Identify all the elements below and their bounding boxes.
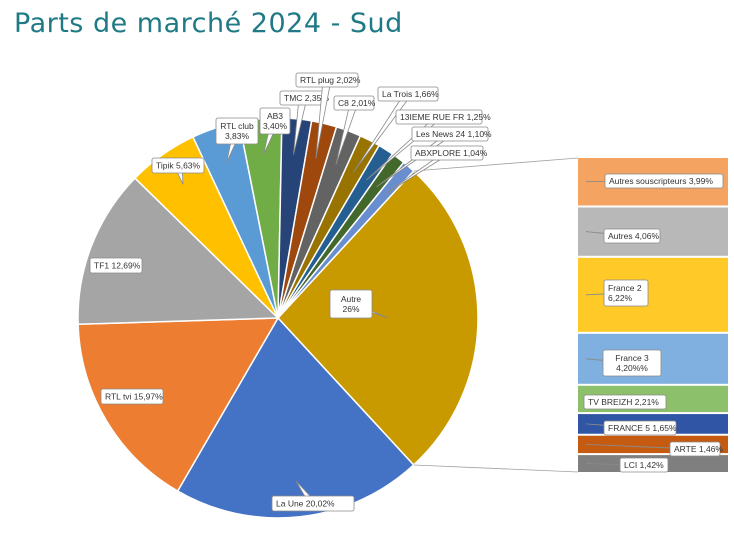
- svg-text:ABXPLORE 1,04%: ABXPLORE 1,04%: [415, 148, 488, 158]
- data-label-tf1: TF1 12,69%: [89, 257, 143, 274]
- svg-text:AB3: AB3: [267, 111, 283, 121]
- connector-line-bottom: [413, 464, 579, 473]
- chart-title: Parts de marché 2024 - Sud: [14, 8, 403, 39]
- breakdown-label-arte: ARTE 1,46%: [585, 441, 723, 457]
- data-label-tmc: TMC 2,35%: [279, 90, 329, 155]
- svg-text:LCI 1,42%: LCI 1,42%: [624, 460, 664, 470]
- svg-text:TF1 12,69%: TF1 12,69%: [94, 261, 141, 271]
- data-label-tipik: Tipik 5,63%: [151, 157, 205, 185]
- svg-text:TV BREIZH 2,21%: TV BREIZH 2,21%: [588, 397, 659, 407]
- pie-slice-tf1: [77, 177, 280, 326]
- svg-text:C8 2,01%: C8 2,01%: [338, 98, 376, 108]
- breakdown-label-lci: LCI 1,42%: [585, 457, 669, 473]
- breakdown-label-autres: Autres 4,06%: [585, 228, 661, 244]
- svg-text:Autres 4,06%: Autres 4,06%: [608, 231, 659, 241]
- svg-text:3,40%: 3,40%: [263, 121, 288, 131]
- svg-text:Autre: Autre: [341, 294, 362, 304]
- data-label-les-news-24: Les News 24 1,10%: [376, 126, 492, 188]
- svg-text:FRANCE 5 1,65%: FRANCE 5 1,65%: [608, 423, 677, 433]
- data-label-rtl-plug: RTL plug 2,02%: [295, 72, 361, 159]
- svg-text:La Trois 1,66%: La Trois 1,66%: [382, 89, 439, 99]
- breakdown-label-france-3: France 34,20%%: [585, 349, 662, 377]
- data-label-rtl-tvi: RTL tvi 15,97%: [100, 388, 164, 405]
- svg-text:4,20%%: 4,20%%: [616, 363, 648, 373]
- pie-slice-autre: [276, 169, 479, 467]
- breakdown-label-france-5: FRANCE 5 1,65%: [585, 420, 677, 436]
- data-label-abxplore: ABXPLORE 1,04%: [384, 145, 488, 195]
- svg-text:France 2: France 2: [608, 283, 642, 293]
- pie-slice-abxplore: [277, 161, 415, 319]
- svg-text:RTL club: RTL club: [220, 121, 254, 131]
- data-label-c8: C8 2,01%: [333, 95, 376, 165]
- breakdown-label-autres-souscripteurs: Autres souscripteurs 3,99%: [585, 173, 724, 189]
- data-label-la-une: La Une 20,02%: [271, 480, 355, 512]
- svg-text:ARTE 1,46%: ARTE 1,46%: [674, 444, 723, 454]
- svg-text:Autres souscripteurs 3,99%: Autres souscripteurs 3,99%: [609, 176, 713, 186]
- svg-text:TMC 2,35%: TMC 2,35%: [284, 93, 329, 103]
- breakdown-label-tv-breizh: TV BREIZH 2,21%: [583, 394, 667, 410]
- svg-text:3,83%: 3,83%: [225, 131, 250, 141]
- svg-text:26%: 26%: [342, 304, 359, 314]
- svg-text:Les News 24 1,10%: Les News 24 1,10%: [416, 129, 492, 139]
- svg-text:France 3: France 3: [615, 353, 649, 363]
- svg-text:La Une 20,02%: La Une 20,02%: [276, 499, 335, 509]
- svg-text:Tipik 5,63%: Tipik 5,63%: [156, 161, 201, 171]
- breakdown-label-france-2: France 26,22%: [585, 279, 649, 307]
- connector-line-top: [413, 157, 579, 172]
- svg-text:13IEME RUE FR 1,25%: 13IEME RUE FR 1,25%: [400, 112, 491, 122]
- pie-slice-la-une: [176, 316, 415, 519]
- pie-slice-rtl-tvi: [77, 317, 280, 493]
- data-label-13ieme-rue-fr: 13IEME RUE FR 1,25%: [366, 109, 491, 181]
- svg-text:RTL plug 2,02%: RTL plug 2,02%: [300, 75, 361, 85]
- svg-text:RTL tvi 15,97%: RTL tvi 15,97%: [105, 392, 163, 402]
- svg-text:6,22%: 6,22%: [608, 293, 633, 303]
- breakdown-bar-france-2: [578, 257, 728, 332]
- data-label-la-trois: La Trois 1,66%: [353, 86, 439, 173]
